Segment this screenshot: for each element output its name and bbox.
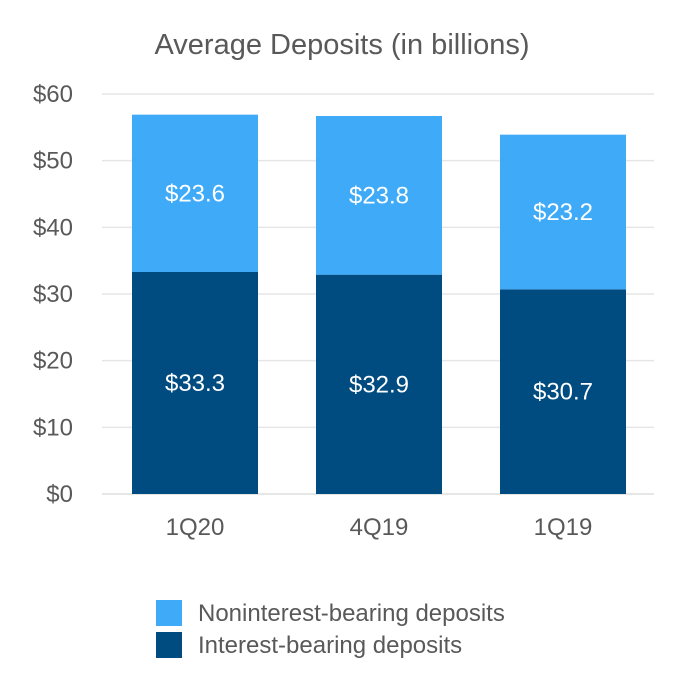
data-label: $23.6: [165, 180, 225, 207]
data-label: $30.7: [533, 379, 593, 406]
legend-label: Noninterest-bearing deposits: [198, 600, 505, 627]
y-tick-label: $30: [33, 281, 73, 308]
y-tick-label: $40: [33, 214, 73, 241]
bar-segment: [132, 272, 258, 494]
legend-label: Interest-bearing deposits: [198, 632, 462, 659]
bar-segment: [132, 114, 258, 273]
y-tick-label: $0: [46, 481, 73, 508]
x-tick-label: 4Q19: [350, 514, 409, 541]
legend-swatch: [156, 600, 182, 626]
legend-swatch: [156, 632, 182, 658]
data-label: $23.8: [349, 182, 409, 209]
data-label: $23.2: [533, 199, 593, 226]
x-tick-label: 1Q20: [166, 514, 225, 541]
bar-segment: [316, 116, 442, 275]
y-tick-label: $20: [33, 348, 73, 375]
bar-segment: [316, 274, 442, 494]
chart-title: Average Deposits (in billions): [154, 29, 529, 61]
bar-segment: [500, 134, 626, 290]
data-label: $33.3: [165, 370, 225, 397]
y-tick-label: $50: [33, 148, 73, 175]
x-tick-label: 1Q19: [534, 514, 593, 541]
y-tick-label: $10: [33, 414, 73, 441]
bar-segment: [500, 289, 626, 494]
y-tick-label: $60: [33, 81, 73, 108]
data-label: $32.9: [349, 371, 409, 398]
